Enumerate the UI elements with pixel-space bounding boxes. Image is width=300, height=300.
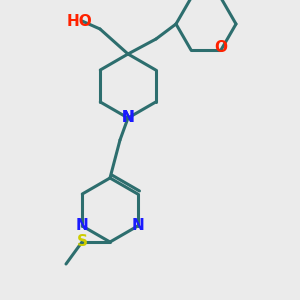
Text: N: N <box>122 110 134 125</box>
Text: N: N <box>76 218 89 233</box>
Text: N: N <box>131 218 144 233</box>
Text: HO: HO <box>67 14 93 28</box>
Text: S: S <box>76 235 88 250</box>
Text: N: N <box>122 110 134 125</box>
Text: O: O <box>214 40 227 56</box>
